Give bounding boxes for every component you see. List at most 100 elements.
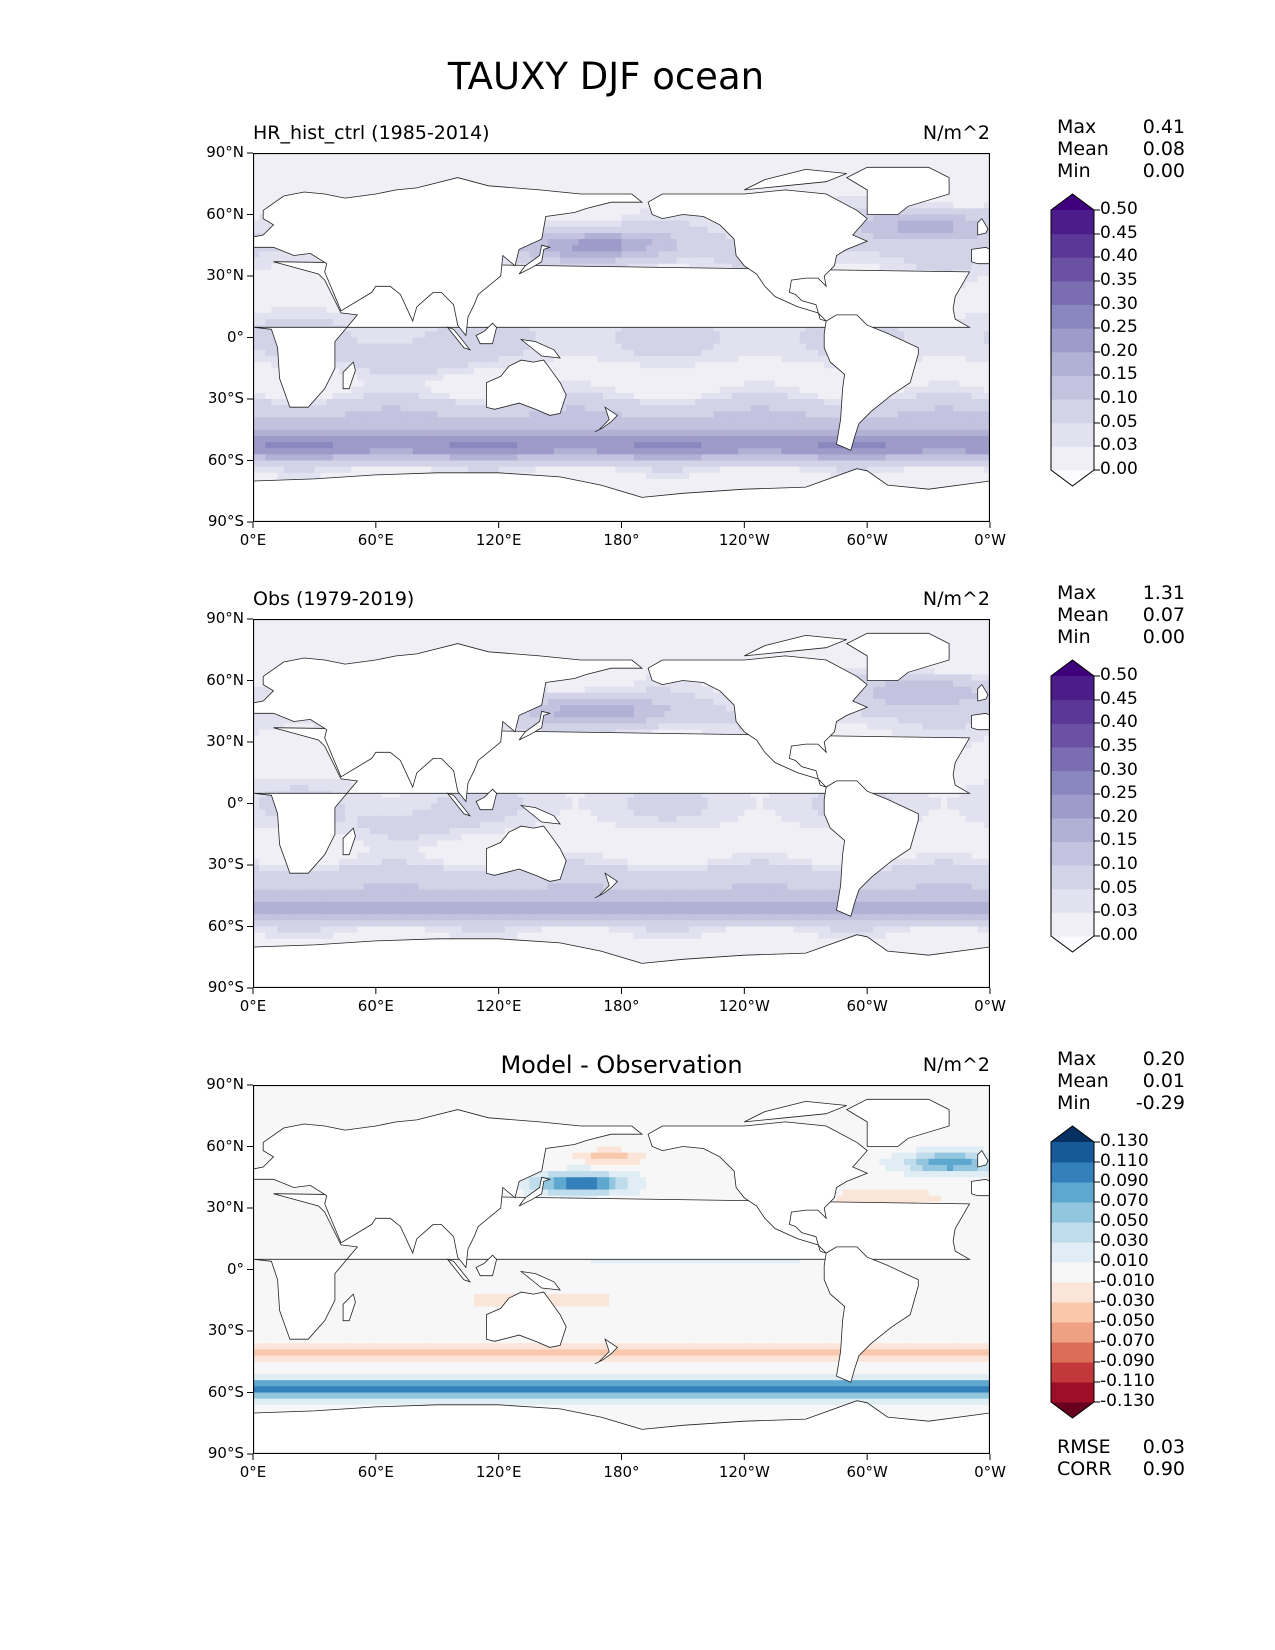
land-mass [647,189,869,322]
colorbar-tick-label: 0.10 [1100,388,1138,408]
units-label: N/m^2 [923,122,990,144]
land-mass [253,1400,990,1454]
land-mass [845,166,950,215]
stat-label: Min [1057,1092,1091,1114]
colorbar-tick-label: 0.03 [1100,901,1138,921]
land-mass [475,788,498,811]
stat-value: 0.00 [1143,626,1185,648]
x-tick-label: 120°W [684,531,804,549]
land-mass [342,361,356,390]
units-label: N/m^2 [923,1054,990,1076]
stat-label: RMSE [1057,1436,1111,1458]
land-mass [446,326,472,351]
colorbar-tick-label: 0.10 [1100,854,1138,874]
stat-value: 0.08 [1143,138,1185,160]
y-tick-label: 90°S [208,512,244,530]
y-tick-label: 30°S [208,389,244,407]
colorbar-tick-label: 0.030 [1100,1231,1149,1251]
colorbar [1050,1125,1095,1419]
colorbar-tick-label: -0.090 [1100,1351,1155,1371]
colorbar-tick-label: -0.070 [1100,1331,1155,1351]
colorbar-tick-label: 0.35 [1100,736,1138,756]
land-mass [485,825,567,882]
colorbar-tick-label: 0.30 [1100,294,1138,314]
y-tick-label: 60°S [208,1383,244,1401]
colorbar-tick-label: 0.20 [1100,341,1138,361]
x-tick-label: 180° [562,1463,682,1481]
colorbar-tick-label: 0.25 [1100,317,1138,337]
y-tick-label: 90°N [206,143,244,161]
y-tick-label: 60°N [206,205,244,223]
map-frame [253,153,990,522]
land-mass [485,1291,567,1348]
colorbar-tick-label: 0.010 [1100,1251,1149,1271]
map-panel-3 [253,1085,990,1454]
x-tick-label: 0°E [193,997,313,1015]
stat-label: Min [1057,160,1091,182]
y-tick-label: 30°N [206,266,244,284]
y-tick-label: 90°N [206,1075,244,1093]
stat-value: 0.00 [1143,160,1185,182]
land-mass [845,632,950,681]
land-mass [977,1149,989,1168]
land-mass [845,1098,950,1147]
x-tick-label: 120°W [684,1463,804,1481]
land-mass [475,322,498,345]
land-mass [744,168,847,191]
colorbar [1050,659,1095,953]
land-mass [823,314,919,451]
land-mass [342,1293,356,1322]
x-tick-label: 0°E [193,1463,313,1481]
y-tick-label: 30°N [206,1198,244,1216]
colorbar-tick-label: 0.45 [1100,689,1138,709]
y-tick-label: 30°S [208,855,244,873]
y-tick-label: 60°S [208,917,244,935]
y-tick-label: 90°S [208,1444,244,1462]
colorbar-tick-label: -0.130 [1100,1391,1155,1411]
land-mass [647,655,869,788]
land-mass [594,872,619,899]
land-mass [823,780,919,917]
panel-title: Model - Observation [253,1051,990,1079]
x-tick-label: 60°W [807,1463,927,1481]
land-mass [519,338,561,359]
stat-label: Min [1057,626,1091,648]
x-tick-label: 60°W [807,531,927,549]
land-mass [594,1338,619,1365]
land-mass [253,468,990,522]
land-mass [518,710,552,741]
stat-value: 0.90 [1143,1458,1185,1480]
land-mass [519,1270,561,1291]
y-tick-label: 30°S [208,1321,244,1339]
stat-value: 0.01 [1143,1070,1185,1092]
land-mass [971,246,990,265]
x-tick-label: 180° [562,997,682,1015]
colorbar [1050,193,1095,487]
land-mass [446,792,472,817]
panel-subtitle: HR_hist_ctrl (1985-2014) [253,122,490,144]
y-tick-label: 60°N [206,671,244,689]
land-mass [485,359,567,416]
colorbar-tick-label: 0.05 [1100,412,1138,432]
stat-label: Max [1057,116,1096,138]
x-tick-label: 60°E [316,997,436,1015]
colorbar-tick-label: -0.050 [1100,1311,1155,1331]
colorbar-tick-label: 0.50 [1100,199,1138,219]
panel-subtitle: Obs (1979-2019) [253,588,414,610]
y-tick-label: 0° [227,328,244,346]
units-label: N/m^2 [923,588,990,610]
stat-value: 0.07 [1143,604,1185,626]
land-mass [253,177,644,337]
stat-value: 1.31 [1143,582,1185,604]
stat-label: Mean [1057,138,1109,160]
y-tick-label: 90°S [208,978,244,996]
land-mass [594,406,619,433]
colorbar-tick-label: 0.00 [1100,925,1138,945]
x-tick-label: 60°E [316,1463,436,1481]
y-tick-label: 60°S [208,451,244,469]
x-tick-label: 120°W [684,997,804,1015]
land-mass [475,1254,498,1277]
colorbar-tick-label: 0.090 [1100,1171,1149,1191]
colorbar-tick-label: 0.110 [1100,1151,1149,1171]
